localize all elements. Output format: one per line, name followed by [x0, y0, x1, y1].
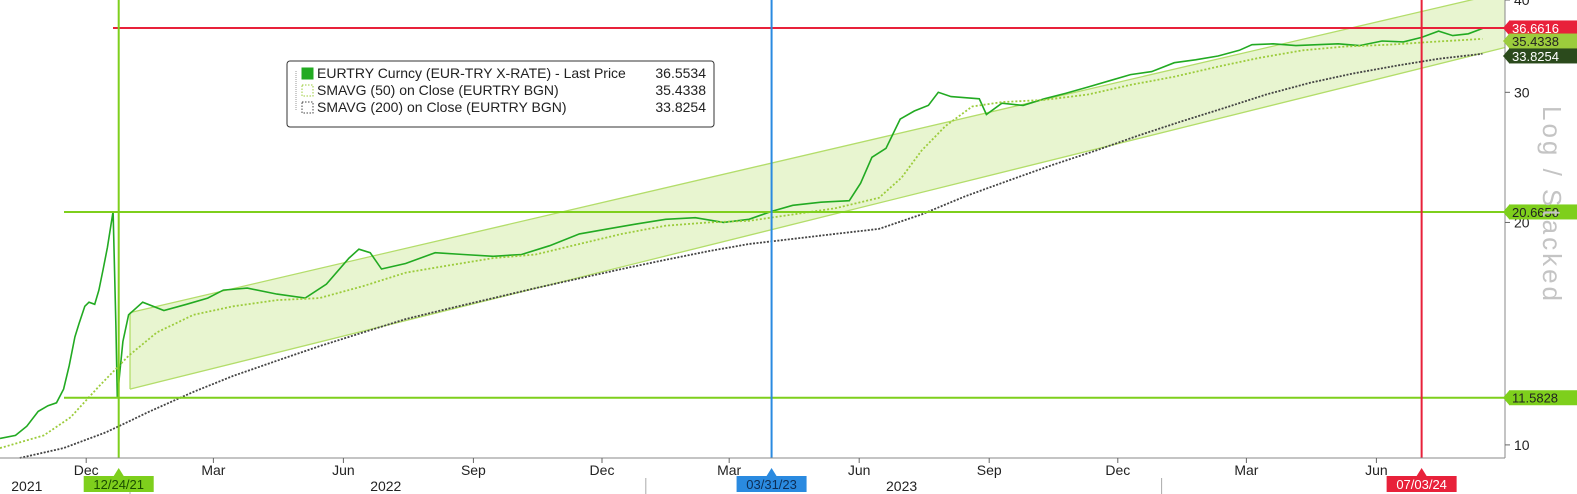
legend-swatch [301, 84, 314, 97]
legend-entry-label: SMAVG (50) on Close (EURTRY BGN) [317, 82, 559, 98]
x-tick-label: Mar [201, 462, 225, 478]
value-tag-pointer [1503, 204, 1509, 219]
value-tag-box [1509, 20, 1577, 36]
legend-entry-label: EURTRY Curncy (EUR-TRY X-RATE) - Last Pr… [317, 65, 626, 81]
legend-entry-label: SMAVG (200) on Close (EURTRY BGN) [317, 99, 566, 115]
value-tag-pointer [1503, 48, 1509, 63]
series-group [0, 27, 1483, 459]
x-tick-label: Dec [1105, 462, 1130, 478]
value-tag-box [1509, 204, 1577, 220]
scale-label: Log / Stacked [1537, 106, 1567, 304]
channel-lower-line [129, 46, 1506, 390]
year-label: 2023 [886, 478, 917, 494]
value-tag-label: 36.6616 [1512, 21, 1559, 36]
value-tag-box [1509, 48, 1577, 64]
vertical-lines [117, 0, 1423, 458]
x-tick-label: Jun [332, 462, 355, 478]
series-line-3 [19, 52, 1483, 459]
date-flag-pointer [766, 468, 777, 476]
legend-box [286, 60, 715, 128]
year-label: 2022 [370, 478, 401, 494]
value-tag-box [1509, 33, 1577, 49]
value-tag-label: 11.5828 [1512, 391, 1558, 406]
value-tag-pointer [1503, 390, 1509, 405]
date-flag-pointer [1416, 468, 1427, 476]
legend-entry-value: 33.8254 [655, 99, 706, 115]
y-tick-label: 30 [1514, 84, 1530, 100]
x-tick-label: Jun [1365, 462, 1388, 478]
legend-swatch [301, 101, 314, 114]
date-flag-label: 03/31/23 [746, 477, 797, 492]
series-line-2 [0, 38, 1483, 449]
channel-fill [130, 0, 1505, 390]
value-tag-pointer [1503, 34, 1509, 49]
x-tick-label: Sep [977, 462, 1002, 478]
date-flag-box [736, 476, 807, 492]
x-tick-label: Mar [1234, 462, 1258, 478]
x-tick-label: Mar [717, 462, 741, 478]
date-flag-box [1386, 476, 1457, 492]
value-tag-pointer [1503, 20, 1509, 35]
date-flag-label: 07/03/24 [1396, 477, 1447, 492]
value-tag-label: 35.4338 [1512, 34, 1559, 49]
value-tag-label: 20.6650 [1512, 205, 1559, 220]
legend[interactable]: EURTRY Curncy (EUR-TRY X-RATE) - Last Pr… [286, 60, 715, 128]
series-line-1 [0, 27, 1483, 440]
x-tick-label: Jun [848, 462, 871, 478]
value-tag-label: 33.8254 [1512, 49, 1559, 64]
date-flag-label: 12/24/21 [93, 477, 144, 492]
date-flag-pointer [113, 468, 124, 476]
legend-swatch [301, 67, 314, 80]
y-tick-label: 40 [1514, 0, 1530, 8]
year-label: 2021 [11, 478, 42, 494]
x-tick-label: Dec [74, 462, 99, 478]
x-tick-label: Dec [590, 462, 615, 478]
x-tick-label: Sep [461, 462, 486, 478]
legend-entry-value: 36.5534 [655, 65, 706, 81]
trend-channel [129, 0, 1506, 390]
y-tick-label: 10 [1514, 437, 1530, 453]
channel-upper-line [129, 0, 1474, 314]
legend-entry-value: 35.4338 [655, 82, 706, 98]
date-flag-box [83, 476, 154, 492]
value-tag-box [1509, 390, 1577, 406]
horizontal-lines [64, 26, 1505, 399]
